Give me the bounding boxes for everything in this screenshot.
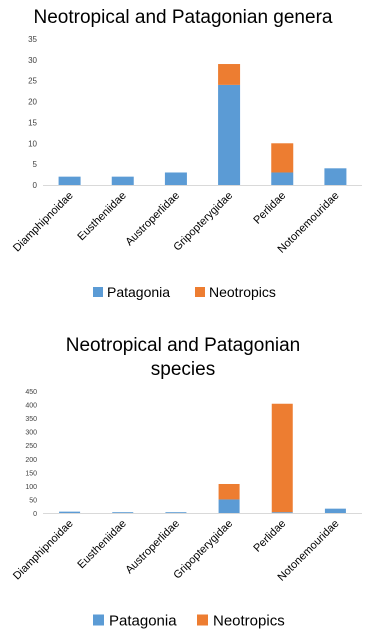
y-tick-label: 100: [25, 484, 37, 491]
x-tick-label: Eustheniidae: [75, 190, 128, 243]
bar-neotropics-perlidae: [271, 403, 293, 513]
y-tick-label: 20: [28, 98, 37, 107]
bar-neotropics-gripopterygidae: [218, 64, 241, 85]
bar-patagonia-notonemouridae: [324, 508, 346, 513]
y-tick-label: 300: [25, 430, 37, 437]
x-tick-label: Austroperlidae: [123, 190, 182, 249]
bar-neotropics-gripopterygidae: [218, 483, 240, 500]
legend-label-patagonia: Patagonia: [107, 284, 170, 300]
y-tick-label: 5: [33, 160, 38, 169]
y-tick-label: 150: [25, 470, 37, 477]
y-tick-label: 10: [28, 139, 37, 148]
legend-swatch-neotropics: [197, 614, 208, 626]
legend-label-patagonia: Patagonia: [109, 612, 177, 629]
legend-label-neotropics: Neotropics: [213, 612, 285, 629]
x-tick-label: Diamphipnoidae: [11, 190, 76, 255]
bar-neotropics-perlidae: [271, 143, 294, 173]
legend-swatch-patagonia: [93, 287, 103, 297]
y-tick-label: 250: [25, 443, 37, 450]
y-tick-label: 30: [28, 56, 37, 65]
x-tick-label: Perlidae: [251, 190, 288, 227]
bar-patagonia-diamphipnoidae: [58, 176, 81, 185]
bar-patagonia-eustheniidae: [112, 512, 134, 513]
y-tick-label: 350: [25, 416, 37, 423]
chart-2-title: Neotropical and Patagonian species: [0, 334, 366, 382]
y-tick-label: 50: [29, 497, 37, 504]
bar-patagonia-gripopterygidae: [218, 84, 241, 185]
x-tick-label: Perlidae: [251, 518, 288, 555]
y-tick-label: 35: [28, 35, 37, 44]
x-tick-label: Eustheniidae: [75, 518, 128, 571]
bar-patagonia-eustheniidae: [111, 176, 134, 185]
chart-2: 0 50 100 150 200 250 300 350 400 450 Diamphipnoida…: [11, 389, 362, 629]
y-tick-label: 200: [25, 457, 37, 464]
bar-patagonia-perlidae: [271, 172, 294, 185]
x-tick-label: Diamphipnoidae: [11, 518, 76, 583]
y-tick-label: 450: [25, 389, 37, 396]
bar-patagonia-notonemouridae: [324, 168, 347, 185]
y-tick-label: 0: [33, 181, 38, 190]
chart-2-title-line-1: Neotropical and Patagonian: [65, 335, 301, 356]
y-tick-label: 400: [25, 403, 37, 410]
y-tick-label: 25: [28, 77, 37, 86]
bar-patagonia-austroperlidae: [165, 512, 187, 513]
chart-2-title-line-2: species: [150, 359, 216, 380]
x-tick-label: Austroperlidae: [123, 518, 182, 577]
bar-patagonia-austroperlidae: [164, 172, 187, 185]
legend-label-neotropics: Neotropics: [209, 284, 276, 300]
chart-1-title-line: Neotropical and Patagonian genera: [33, 7, 333, 28]
y-tick-label: 15: [28, 118, 37, 127]
legend-swatch-neotropics: [195, 287, 205, 297]
y-tick-label: 0: [33, 511, 37, 518]
bar-patagonia-diamphipnoidae: [59, 511, 81, 513]
chart-1: 0 5 10 15 20 25 30 35 Diamphipnoidae Eustheniidae…: [11, 35, 362, 300]
bar-patagonia-gripopterygidae: [218, 499, 240, 513]
chart-1-title: Neotropical and Patagonian genera: [0, 6, 366, 30]
legend-swatch-patagonia: [93, 614, 104, 626]
bar-patagonia-perlidae: [271, 512, 293, 513]
